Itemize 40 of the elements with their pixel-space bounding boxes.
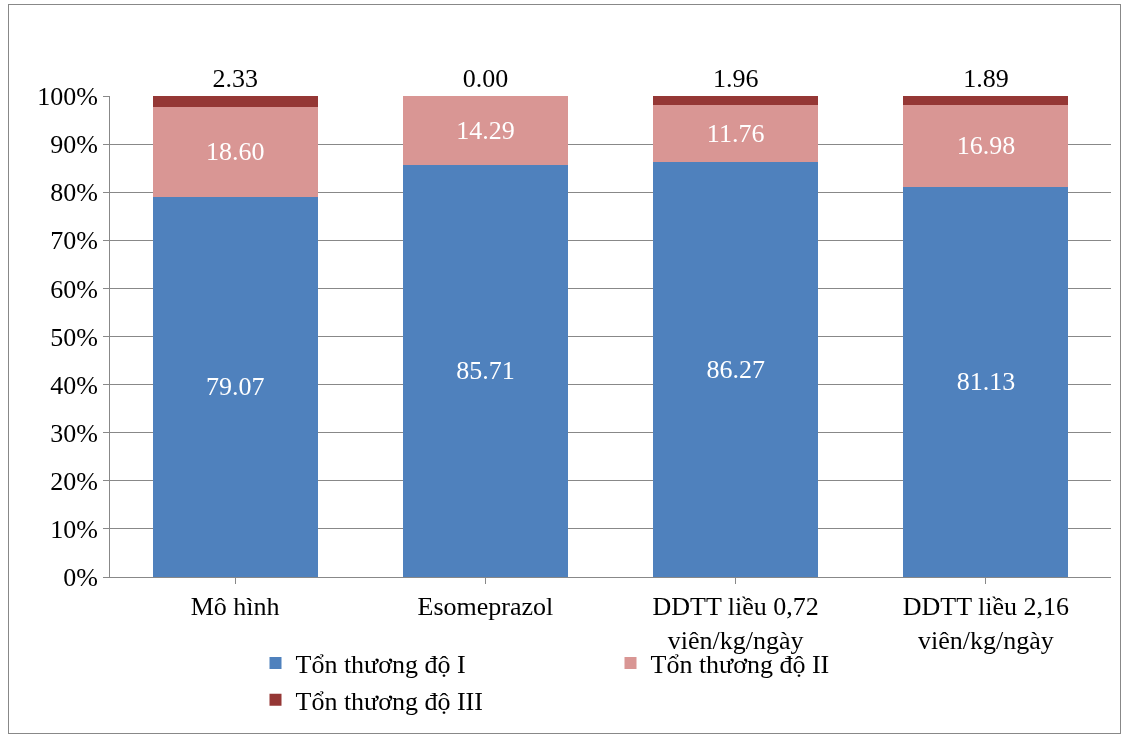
y-tick-label: 30% xyxy=(50,418,98,448)
data-label: 11.76 xyxy=(706,119,765,149)
data-label: 2.33 xyxy=(212,64,258,93)
data-label: 18.60 xyxy=(205,137,265,167)
x-tick-label: Esomeprazol xyxy=(417,592,554,622)
bar xyxy=(903,186,1069,577)
y-tick-label: 100% xyxy=(37,82,98,112)
data-label: 16.98 xyxy=(956,131,1016,161)
bar xyxy=(402,164,568,577)
data-label: 81.13 xyxy=(956,367,1016,397)
bar xyxy=(653,96,819,106)
x-tick-label: DDTT liều 0,72 viên/kg/ngày xyxy=(652,592,819,655)
data-label: 85.71 xyxy=(456,356,515,386)
y-tick-label: 70% xyxy=(50,226,98,256)
y-tick-label: 90% xyxy=(50,130,98,160)
y-tick-label: 80% xyxy=(50,178,98,208)
y-tick-label: 40% xyxy=(50,370,98,400)
bar xyxy=(152,107,318,197)
bar xyxy=(152,96,318,108)
legend-label: Tổn thương độ I xyxy=(295,650,466,680)
bar xyxy=(903,96,1069,106)
bar xyxy=(152,196,318,577)
y-tick-label: 10% xyxy=(50,515,98,544)
bar xyxy=(903,105,1069,187)
legend-label: Tổn thương độ III xyxy=(295,686,483,716)
data-label: 0.00 xyxy=(462,64,509,93)
data-label: 1.89 xyxy=(963,64,1009,93)
x-tick-label: Mô hình xyxy=(190,592,280,622)
y-tick-label: 60% xyxy=(50,274,98,304)
bar xyxy=(653,162,819,577)
y-tick-label: 0% xyxy=(63,563,98,593)
y-tick-label: 50% xyxy=(50,322,98,352)
bar xyxy=(653,105,819,163)
data-label: 14.29 xyxy=(456,115,515,145)
data-label: 79.07 xyxy=(205,372,265,402)
data-label: 86.27 xyxy=(706,355,765,385)
y-tick-label: 20% xyxy=(50,466,98,496)
data-label: 1.96 xyxy=(712,64,759,94)
x-tick-label: DDTT liều 2,16 viên/kg/ngày xyxy=(902,592,1070,655)
bar xyxy=(402,96,568,165)
